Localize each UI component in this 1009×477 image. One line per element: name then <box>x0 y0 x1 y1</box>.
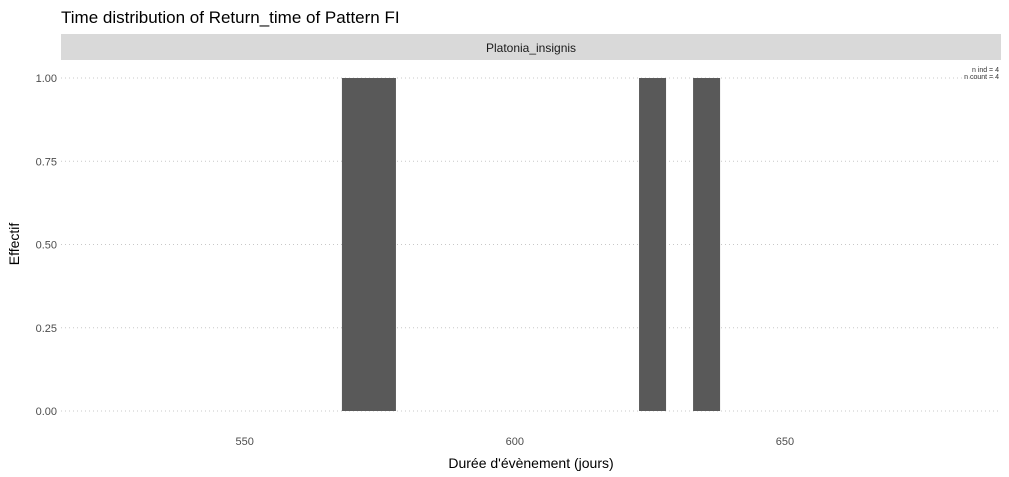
y-tick-label: 0.75 <box>36 156 57 168</box>
gridlines <box>61 77 1001 412</box>
y-tick-labels: 0.00 0.25 0.50 0.75 1.00 <box>36 73 57 418</box>
x-axis-title: Durée d'évènement (jours) <box>448 455 613 471</box>
x-tick-labels: 550 600 650 <box>235 436 794 448</box>
histogram-bar <box>639 78 667 411</box>
facet-label: Platonia_insignis <box>486 41 576 55</box>
histogram-bar <box>341 78 396 411</box>
histogram-bar <box>693 78 721 411</box>
y-tick-label: 0.00 <box>36 406 57 418</box>
y-tick-label: 0.50 <box>36 240 57 252</box>
n-count-annotation: n count = 4 <box>964 74 999 81</box>
y-tick-label: 1.00 <box>36 73 57 85</box>
n-ind-annotation: n ind = 4 <box>972 67 999 74</box>
bars <box>341 78 721 411</box>
y-tick-label: 0.25 <box>36 323 57 335</box>
chart-title: Time distribution of Return_time of Patt… <box>61 8 400 27</box>
facet-strip <box>61 34 1001 60</box>
x-tick-label: 600 <box>506 436 524 448</box>
x-tick-label: 550 <box>235 436 253 448</box>
x-tick-label: 650 <box>776 436 794 448</box>
y-axis-title: Effectif <box>6 223 22 266</box>
